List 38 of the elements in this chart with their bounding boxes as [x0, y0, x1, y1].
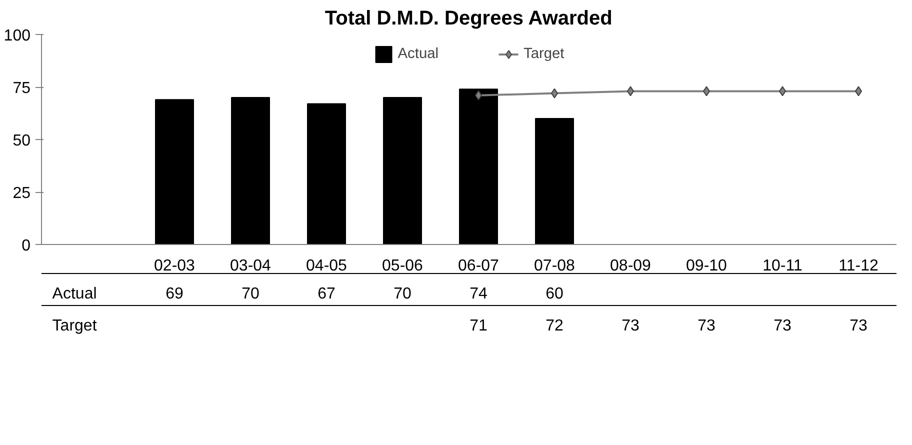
data-label: 60	[546, 286, 564, 302]
data-label: 71	[470, 318, 488, 334]
x-tick-label: 06-07	[458, 258, 500, 274]
x-tick-label: 09-10	[686, 258, 728, 274]
y-tick-label: 25	[12, 185, 31, 202]
data-label: 74	[470, 286, 488, 302]
bar	[231, 97, 270, 244]
data-label: 69	[166, 286, 184, 302]
legend-label: Actual	[398, 46, 438, 62]
bar	[383, 97, 422, 244]
data-label: 70	[242, 286, 260, 302]
text: Actual	[52, 286, 97, 302]
x-tick-label: 08-09	[610, 258, 652, 274]
x-tick-label: 07-08	[534, 258, 576, 274]
x-tick-label: 05-06	[382, 258, 424, 274]
bar	[307, 103, 346, 244]
bar	[459, 88, 498, 244]
y-tick-label: 100	[4, 28, 31, 44]
y-tick-label: 50	[12, 132, 31, 150]
data-label: 73	[698, 318, 716, 334]
data-label: 67	[318, 286, 336, 302]
x-tick-label: 11-12	[838, 258, 878, 274]
chart-title: Total D.M.D. Degrees Awarded	[324, 8, 612, 30]
x-tick-label: 03-04	[230, 258, 272, 274]
bar	[535, 118, 574, 244]
bar	[155, 99, 194, 244]
data-label: 73	[622, 318, 640, 334]
data-label: 73	[774, 318, 792, 334]
data-label: 72	[546, 318, 564, 334]
data-label: 73	[850, 318, 868, 334]
legend-label: Target	[524, 46, 564, 62]
data-label: 70	[394, 286, 412, 302]
text: Target	[52, 318, 97, 334]
y-tick-label: 75	[12, 80, 31, 97]
y-tick-label: 0	[22, 238, 31, 254]
x-tick-label: 02-03	[154, 258, 196, 274]
x-tick-label: 10-11	[762, 258, 802, 274]
x-tick-label: 04-05	[306, 258, 348, 274]
